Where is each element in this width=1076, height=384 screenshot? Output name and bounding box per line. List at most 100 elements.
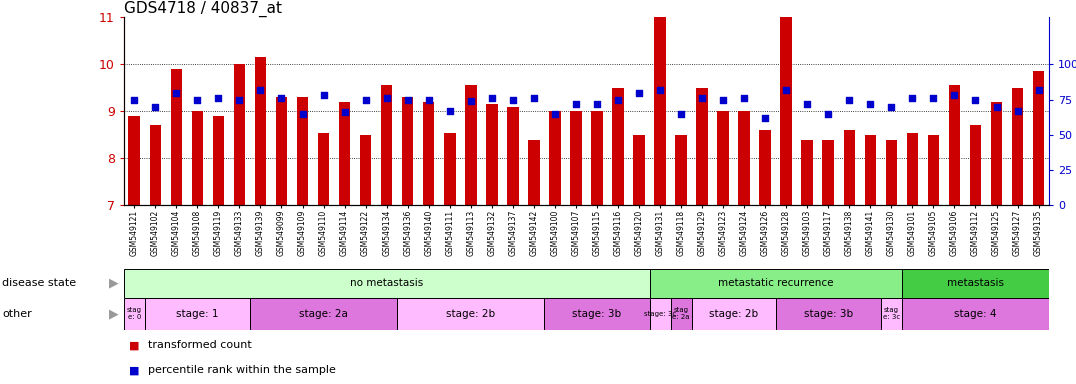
Point (967, 96, 985, 103)
Text: stag
e: 2a: stag e: 2a (672, 308, 690, 320)
Point (188, 96, 206, 103)
Bar (570, 111, 582, 205)
Point (420, 96, 437, 103)
Point (946, 92, 963, 98)
Bar (692, 298, 776, 330)
Bar (844, 130, 855, 205)
Point (651, 87, 668, 93)
Point (273, 95, 291, 101)
Point (315, 92, 332, 98)
Point (252, 87, 269, 93)
Bar (128, 116, 140, 205)
Point (1009, 108, 1027, 114)
Text: ▶: ▶ (109, 277, 118, 290)
Bar (192, 111, 203, 205)
Bar (507, 107, 519, 205)
Text: transformed count: transformed count (148, 340, 252, 350)
Bar (397, 298, 544, 330)
Text: stage: 4: stage: 4 (954, 309, 996, 319)
Bar (250, 298, 397, 330)
Text: stag
e: 0: stag e: 0 (127, 308, 142, 320)
Bar (444, 132, 455, 205)
Bar (528, 139, 540, 205)
Point (567, 101, 584, 107)
Bar (670, 298, 692, 330)
Bar (928, 135, 939, 205)
Point (168, 89, 185, 96)
Text: percentile rank within the sample: percentile rank within the sample (148, 365, 337, 375)
Bar (255, 57, 266, 205)
Point (862, 101, 879, 107)
Point (505, 96, 522, 103)
Text: stage: 3c: stage: 3c (643, 311, 676, 317)
Point (525, 95, 542, 101)
Bar (991, 102, 1003, 205)
Point (399, 96, 416, 103)
Bar (297, 97, 309, 205)
Point (631, 89, 648, 96)
Point (210, 95, 227, 101)
Bar (381, 86, 393, 205)
Point (357, 96, 374, 103)
Bar (654, 17, 666, 205)
Point (756, 115, 774, 121)
Bar (124, 298, 145, 330)
Bar (802, 139, 813, 205)
Bar (633, 135, 645, 205)
Bar (150, 126, 161, 205)
Bar (650, 269, 902, 298)
Bar (969, 126, 981, 205)
Bar (1011, 88, 1023, 205)
Bar (864, 135, 876, 205)
Point (988, 104, 1005, 110)
Point (798, 101, 816, 107)
Bar (233, 64, 245, 205)
Bar (696, 88, 708, 205)
Point (230, 96, 247, 103)
Text: stage: 3b: stage: 3b (804, 309, 853, 319)
Bar (949, 86, 960, 205)
Text: ▶: ▶ (109, 308, 118, 320)
Bar (760, 130, 771, 205)
Bar (549, 111, 561, 205)
Bar (486, 104, 497, 205)
Text: stage: 1: stage: 1 (176, 309, 218, 319)
Bar (401, 97, 413, 205)
Text: stage: 2b: stage: 2b (709, 309, 759, 319)
Bar (822, 139, 834, 205)
Bar (738, 111, 750, 205)
Point (840, 96, 858, 103)
Bar (359, 135, 371, 205)
Bar (465, 86, 477, 205)
Bar (907, 132, 918, 205)
Bar (881, 298, 902, 330)
Text: disease state: disease state (2, 278, 76, 288)
Point (882, 104, 900, 110)
Bar (423, 102, 435, 205)
Bar (902, 298, 1049, 330)
Bar (544, 298, 650, 330)
Point (462, 98, 479, 104)
Bar (591, 111, 603, 205)
Text: no metastasis: no metastasis (350, 278, 423, 288)
Text: stage: 3b: stage: 3b (572, 309, 622, 319)
Point (714, 96, 732, 103)
Text: stag
e: 3c: stag e: 3c (882, 308, 900, 320)
Point (693, 95, 710, 101)
Point (736, 95, 753, 101)
Point (547, 111, 564, 117)
Text: stage: 2a: stage: 2a (299, 309, 348, 319)
Bar (275, 97, 287, 205)
Point (126, 96, 143, 103)
Bar (124, 269, 650, 298)
Text: other: other (2, 309, 32, 319)
Bar (886, 139, 897, 205)
Text: stage: 2b: stage: 2b (447, 309, 495, 319)
Bar (650, 298, 670, 330)
Point (336, 109, 353, 115)
Point (672, 111, 690, 117)
Text: ■: ■ (129, 365, 140, 375)
Point (146, 104, 164, 110)
Bar (213, 116, 224, 205)
Point (1030, 87, 1047, 93)
